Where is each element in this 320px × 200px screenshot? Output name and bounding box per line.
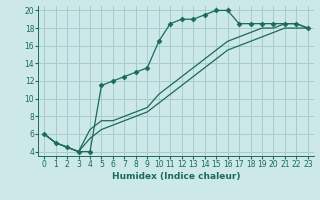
X-axis label: Humidex (Indice chaleur): Humidex (Indice chaleur) (112, 172, 240, 181)
